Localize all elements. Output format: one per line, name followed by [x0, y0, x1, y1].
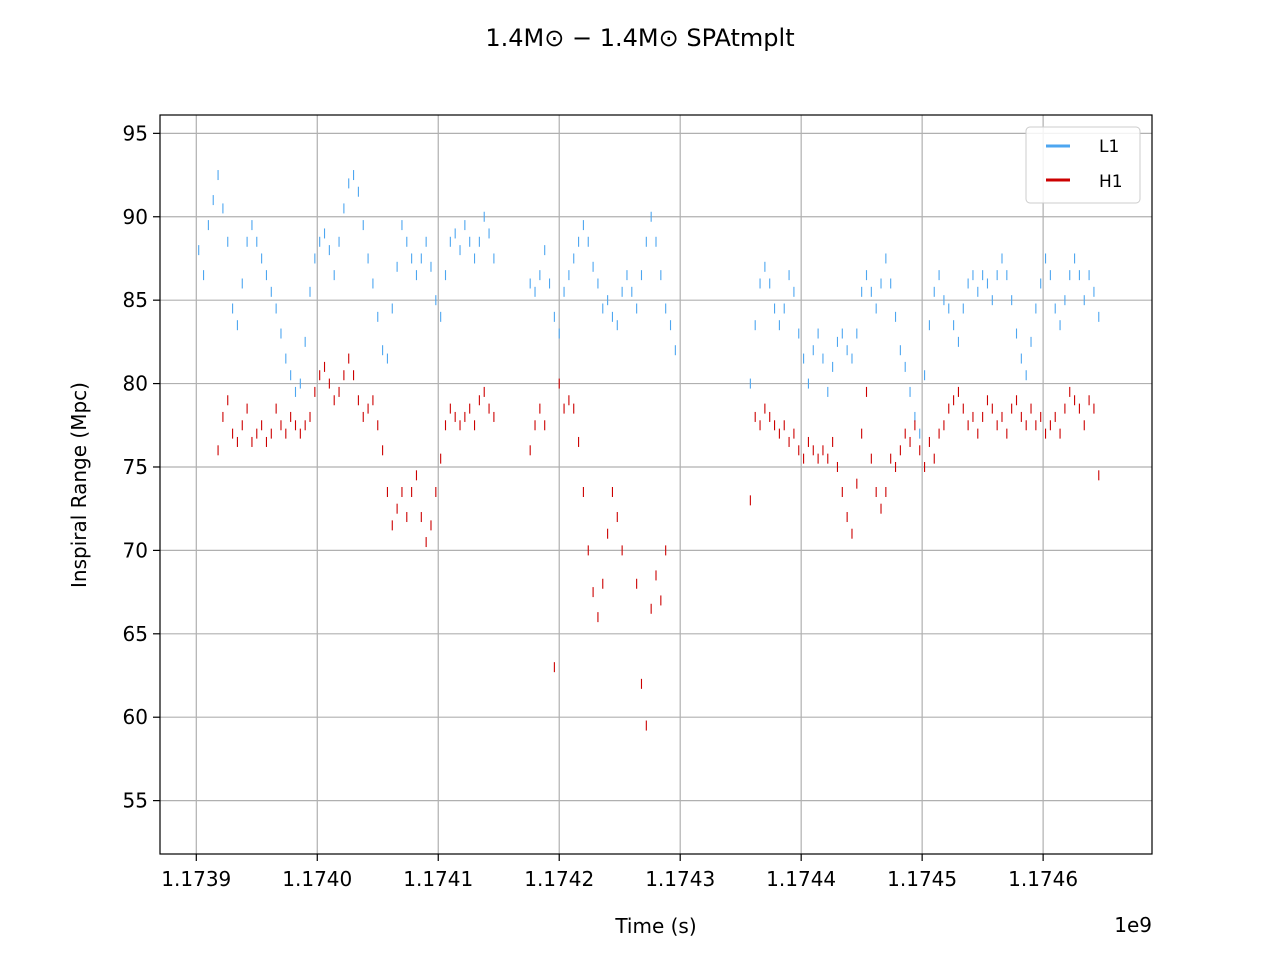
plot-area [160, 115, 1152, 854]
y-tick-label: 60 [123, 705, 148, 729]
legend-box [1025, 126, 1141, 204]
x-tick-label: 1.1740 [282, 867, 352, 891]
x-tick-label: 1.1743 [645, 867, 715, 891]
y-axis-ticks: 55 60 65 70 75 80 85 90 95 [123, 121, 160, 813]
series-h1 [217, 353, 1100, 731]
x-tick-label: 1.1741 [403, 867, 473, 891]
y-tick-label: 95 [123, 121, 148, 145]
legend: L1 H1 [1025, 126, 1141, 204]
y-tick-label: 85 [123, 288, 148, 312]
y-axis-label: Inspiral Range (Mpc) [67, 382, 91, 588]
x-tick-label: 1.1746 [1008, 867, 1078, 891]
x-axis-ticks: 1.1739 1.1740 1.1741 1.1742 1.1743 1.1744 1.17… [161, 854, 1078, 891]
y-tick-label: 80 [123, 372, 148, 396]
y-tick-label: 65 [123, 622, 148, 646]
x-tick-label: 1.1744 [766, 867, 836, 891]
y-tick-label: 70 [123, 538, 148, 562]
y-tick-label: 55 [123, 789, 148, 813]
plot-frame [159, 114, 1153, 855]
x-tick-label: 1.1739 [161, 867, 231, 891]
data-points [198, 170, 1100, 731]
legend-label-h1: H1 [1099, 172, 1123, 192]
legend-label-l1: L1 [1099, 137, 1119, 157]
x-tick-label: 1.1742 [524, 867, 594, 891]
x-tick-label: 1.1745 [887, 867, 957, 891]
y-tick-label: 75 [123, 455, 148, 479]
chart-title: 1.4M⊙ − 1.4M⊙ SPAtmplt [485, 24, 794, 52]
x-axis-offset-label: 1e9 [1114, 913, 1152, 937]
x-axis-label: Time (s) [614, 914, 696, 938]
grid-lines [160, 115, 1152, 854]
series-l1 [198, 170, 1100, 439]
y-tick-label: 90 [123, 205, 148, 229]
